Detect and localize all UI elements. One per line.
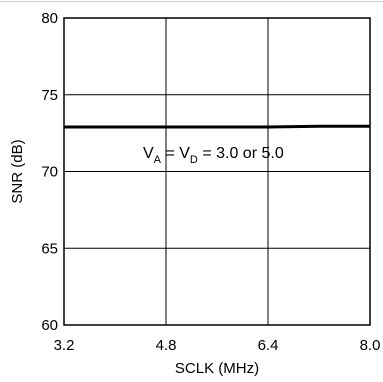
top-rule bbox=[0, 1, 383, 2]
x-tick-labels: 3.2 4.8 6.4 8.0 bbox=[54, 337, 381, 354]
y-tick-label-70: 70 bbox=[41, 164, 58, 181]
annotation-va: V bbox=[143, 145, 154, 162]
annotation-sub-a: A bbox=[154, 154, 162, 166]
annotation-eq-vd: = V bbox=[161, 145, 190, 162]
y-tick-label-75: 75 bbox=[41, 87, 58, 104]
annotation-sub-d: D bbox=[190, 154, 198, 166]
supply-voltage-annotation: VA = VD = 3.0 or 5.0 bbox=[143, 145, 284, 166]
y-tick-label-65: 65 bbox=[41, 240, 58, 257]
x-tick-label-4.8: 4.8 bbox=[156, 337, 177, 354]
y-tick-label-80: 80 bbox=[41, 10, 58, 27]
x-tick-label-3.2: 3.2 bbox=[54, 337, 75, 354]
y-tick-labels: 60 65 70 75 80 bbox=[41, 10, 58, 334]
y-axis-title: SNR (dB) bbox=[9, 139, 26, 203]
y-tick-label-60: 60 bbox=[41, 317, 58, 334]
series-group bbox=[64, 124, 370, 129]
x-axis-title: SCLK (MHz) bbox=[175, 360, 259, 377]
x-tick-label-8.0: 8.0 bbox=[360, 337, 381, 354]
annotation-value: = 3.0 or 5.0 bbox=[198, 145, 284, 162]
plot-frame bbox=[63, 17, 371, 326]
x-tick-label-6.4: 6.4 bbox=[258, 337, 279, 354]
snr-series-line-0 bbox=[64, 124, 370, 129]
grid bbox=[64, 18, 370, 325]
